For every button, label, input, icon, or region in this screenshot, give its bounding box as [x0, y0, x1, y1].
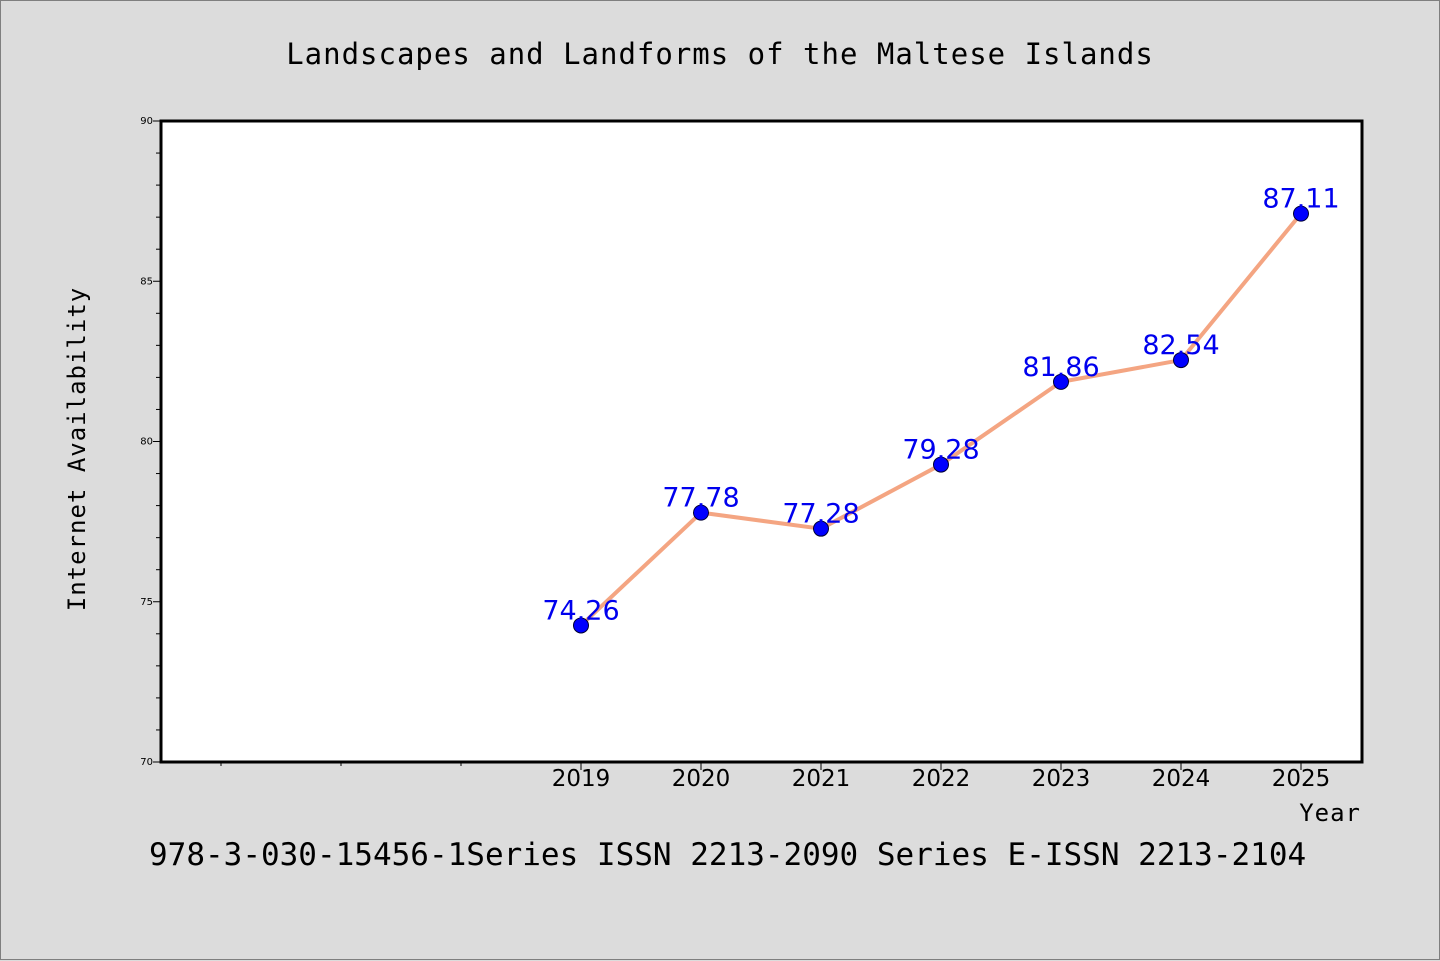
data-label: 77.28 [782, 499, 859, 530]
data-label: 74.26 [542, 595, 619, 626]
x-tick-label: 2024 [1152, 766, 1211, 792]
y-tick-label: 80 [140, 437, 153, 448]
plot-area [159, 119, 1364, 764]
data-label: 79.28 [902, 435, 979, 466]
x-tick-label: 2022 [912, 766, 971, 792]
x-tick-label: 2020 [672, 766, 731, 792]
y-tick-label: 70 [140, 757, 153, 768]
x-tick-label: 2025 [1272, 766, 1331, 792]
data-label: 82.54 [1142, 330, 1219, 361]
data-point [693, 504, 709, 521]
data-label: 77.78 [662, 483, 739, 514]
series-group: 74.26 77.78 77.28 79.28 81.86 82.54 87.11 [542, 184, 1340, 634]
y-tick-label: 90 [140, 116, 153, 127]
data-point [1173, 352, 1189, 369]
x-tick-label: 2021 [792, 766, 851, 792]
footer-isbn-text: 978-3-030-15456-1Series ISSN 2213-2090 S… [149, 837, 1306, 873]
x-tick-label: 2019 [552, 766, 611, 792]
data-label: 87.11 [1262, 184, 1339, 215]
data-point [813, 520, 829, 537]
x-axis: 2019 2020 2021 2022 2023 2024 2025 [220, 762, 1331, 792]
x-axis-label: Year [1299, 799, 1361, 827]
x-tick-label: 2023 [1032, 766, 1091, 792]
y-axis-label: Internet Availability [63, 287, 91, 611]
data-point [1293, 205, 1309, 222]
data-point [573, 617, 589, 634]
data-point [933, 456, 949, 473]
y-tick-label: 75 [140, 597, 153, 608]
data-label: 81.86 [1022, 352, 1099, 383]
chart-title: Landscapes and Landforms of the Maltese … [286, 37, 1154, 71]
y-tick-label: 85 [140, 276, 153, 287]
y-axis: 70 75 80 85 90 [140, 116, 161, 768]
data-point [1053, 373, 1069, 390]
